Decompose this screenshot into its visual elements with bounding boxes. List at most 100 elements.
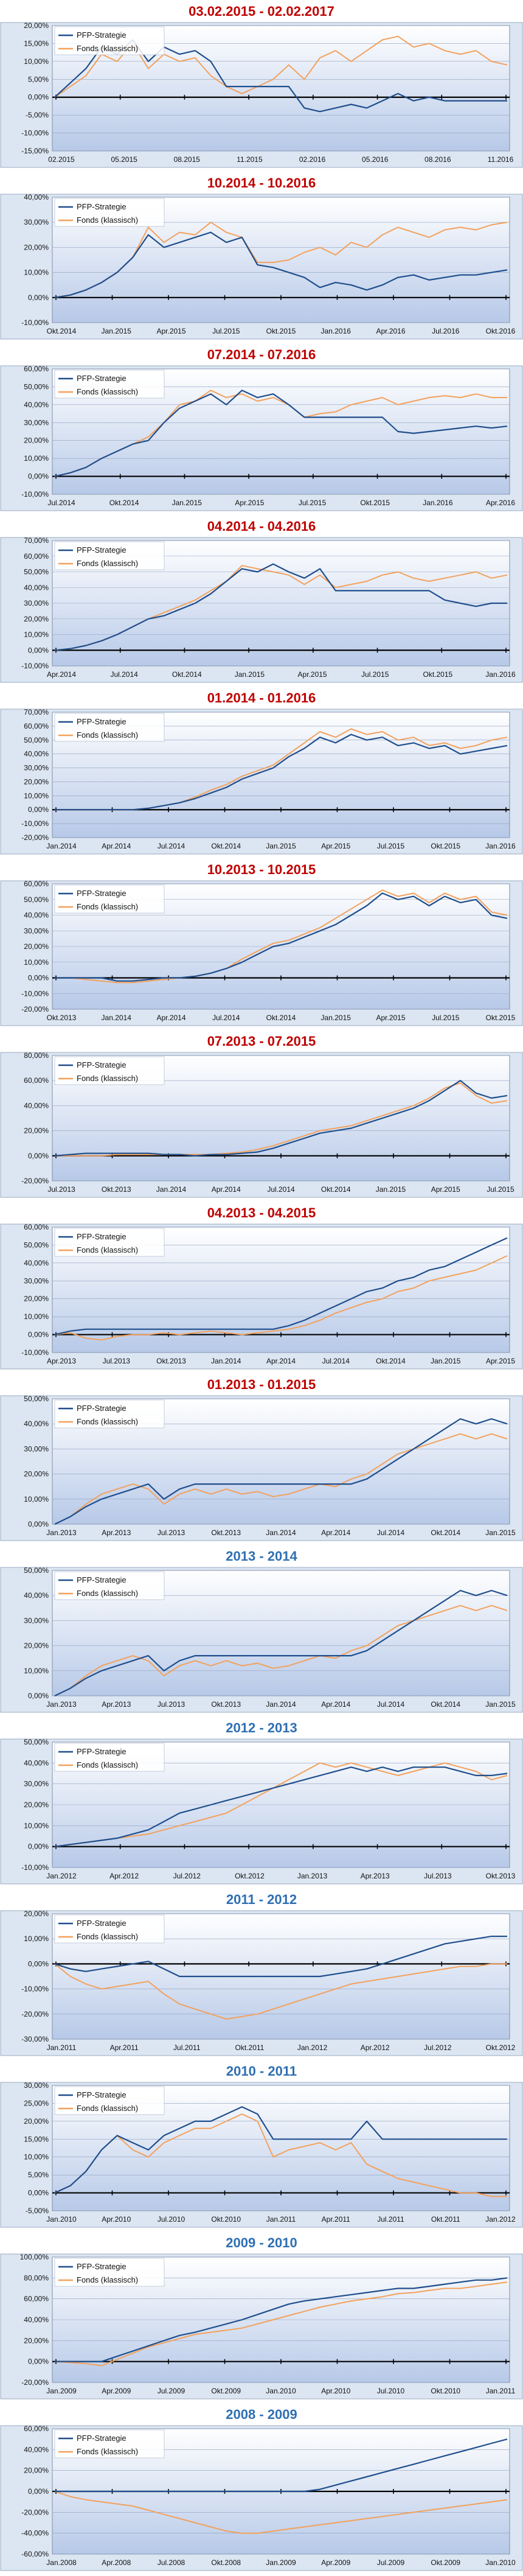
y-tick-label: -30,00% [21,2035,49,2043]
y-tick-label: 60,00% [24,722,49,730]
x-tick-label: Apr.2014 [47,670,76,679]
chart-title: 01.2014 - 01.2016 [207,690,316,705]
line-chart: 80,00%60,00%40,00%20,00%0,00%-20,00%Jul.… [0,1052,523,1198]
y-tick-label: 25,00% [24,2099,49,2107]
x-tick-label: Jan.2009 [266,2558,296,2567]
x-tick-label: Jan.2015 [431,1357,461,1365]
y-tick-label: -20,00% [21,2010,49,2018]
x-tick-label: 08.2016 [424,155,451,164]
y-tick-label: 30,00% [24,218,49,226]
y-tick-label: 30,00% [24,1276,49,1285]
legend-entry: Fonds (klassisch) [77,902,138,911]
legend: PFP-Strategie Fonds (klassisch) [54,1056,165,1085]
x-tick-label: Okt.2008 [211,2558,241,2567]
x-tick-label: Jan.2009 [46,2387,77,2395]
x-tick-label: Okt.2014 [211,842,241,850]
legend-box [54,2258,165,2287]
series-line-fonds [54,1963,507,2020]
y-tick-label: 40,00% [24,750,49,758]
x-tick-label: Jul.2011 [377,2215,404,2224]
y-tick-label: 0,00% [28,974,49,982]
x-tick-label: Apr.2015 [321,842,350,850]
x-tick-label: Jan.2013 [297,1872,328,1880]
x-tick-label: Jan.2016 [485,670,516,679]
legend-entry: Fonds (klassisch) [77,2447,138,2456]
legend-entry: Fonds (klassisch) [77,1074,138,1083]
legend-box [54,1399,165,1429]
chart-title: 01.2013 - 01.2015 [207,1377,316,1392]
legend: PFP-Strategie Fonds (klassisch) [54,26,165,55]
legend: PFP-Strategie Fonds (klassisch) [54,541,165,570]
x-tick-label: Jan.2008 [46,2558,77,2567]
legend: PFP-Strategie Fonds (klassisch) [54,369,165,399]
legend-box [54,884,165,914]
y-tick-label: 10,00% [24,631,49,639]
series-line-pfp [55,2438,508,2493]
x-tick-label: Okt.2013 [211,1700,241,1709]
x-tick-label: Jul.2008 [158,2558,185,2567]
chart-panel: 04.2013 - 04.2015 60,00% 50,00% 40,00% 30,00… [0,1202,523,1373]
y-tick-label: 0,00% [28,1520,49,1528]
y-tick-label: -10,00% [21,989,49,998]
y-tick-label: 0,00% [28,93,49,102]
x-tick-label: Apr.2015 [235,499,264,507]
y-tick-label: 10,00% [24,1667,49,1675]
x-tick-label: Jan.2014 [211,1357,241,1365]
series-line-fonds [55,1082,508,1157]
legend-box [54,1914,165,1944]
y-tick-label: 50,00% [24,568,49,576]
y-tick-label: 40,00% [24,2315,49,2324]
chart-title: 2010 - 2011 [226,2063,297,2079]
x-tick-label: Jan.2012 [297,2043,328,2052]
x-tick-label: Jul.2014 [47,499,75,507]
x-tick-label: Jul.2016 [432,327,460,335]
x-tick-label: Jul.2014 [377,1700,405,1709]
y-tick-label: 40,00% [24,1101,49,1110]
chart-panel: 07.2014 - 07.2016 60,00% 50,00% 40,00% 30,00… [0,343,523,515]
y-tick-label: -20,00% [21,1177,49,1185]
x-tick-label: Jan.2010 [46,2215,77,2224]
x-tick-label: Apr.2012 [109,1872,139,1880]
y-tick-label: 0,00% [28,2357,49,2366]
x-tick-label: Jan.2014 [266,1528,296,1537]
series-line-pfp [54,1935,507,1978]
legend-entry: PFP-Strategie [77,1575,126,1584]
x-tick-label: Jul.2014 [322,1357,350,1365]
y-tick-label: 20,00% [24,1910,49,1918]
chart-title: 04.2014 - 04.2016 [207,519,316,534]
y-tick-label: 30,00% [24,1780,49,1788]
chart-title: 2008 - 2009 [226,2407,297,2422]
y-tick-label: 20,00% [24,243,49,251]
line-chart: 50,00%40,00%30,00%20,00%10,00%0,00%Jan.2… [0,1395,523,1541]
x-tick-label: Jul.2015 [377,842,405,850]
x-tick-label: Okt.2016 [486,327,516,335]
y-tick-label: 0,00% [28,2487,49,2496]
y-tick-label: 10,00% [24,1495,49,1503]
y-tick-label: 20,00% [24,2336,49,2345]
chart-title: 2011 - 2012 [226,1892,297,1907]
x-tick-label: Apr.2016 [486,499,515,507]
line-chart: 20,00%10,00%0,00%-10,00%-20,00%-30,00%Ja… [0,1910,523,2056]
chart-panel: 2013 - 2014 50,00% 40,00% 30,00% 20,00% 10,00… [0,1545,523,1717]
y-tick-label: 5,00% [28,2171,49,2179]
x-tick-label: 02.2015 [48,155,75,164]
legend-entry: PFP-Strategie [77,545,126,555]
x-tick-label: Jan.2012 [46,1872,77,1880]
chart-title: 2013 - 2014 [226,1549,297,1564]
y-tick-label: -20,00% [21,1005,49,1013]
y-tick-label: 40,00% [24,1591,49,1600]
y-tick-label: 40,00% [24,1759,49,1767]
x-tick-label: Jan.2015 [485,1700,516,1709]
y-tick-label: 0,00% [28,1692,49,1700]
x-tick-label: Apr.2013 [102,1528,131,1537]
legend-entry: PFP-Strategie [77,2090,126,2099]
x-tick-label: Jan.2016 [485,842,516,850]
legend-entry: PFP-Strategie [77,30,126,40]
y-tick-label: 5,00% [28,75,49,83]
y-tick-label: 0,00% [28,293,49,302]
legend-entry: PFP-Strategie [77,1919,126,1928]
y-tick-label: 60,00% [24,365,49,373]
x-tick-label: Apr.2011 [322,2215,350,2224]
legend-box [54,26,165,55]
